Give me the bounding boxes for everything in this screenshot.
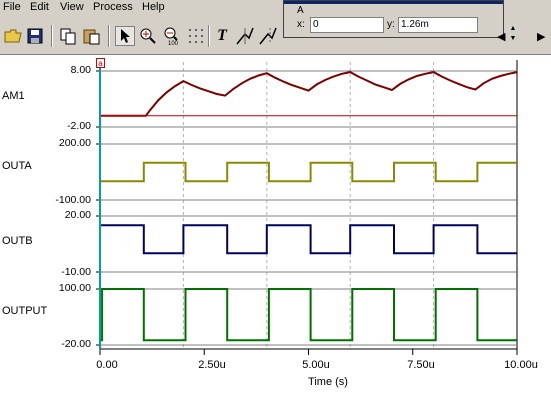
zoom-in-icon[interactable]: [138, 26, 158, 46]
save-icon[interactable]: [25, 26, 45, 46]
cursor-y-field[interactable]: 1.26m: [398, 17, 478, 33]
menu-file[interactable]: File: [3, 1, 21, 13]
series-line-outb: [100, 224, 517, 255]
menu-view[interactable]: View: [60, 1, 84, 13]
signal-label-am1: AM1: [2, 90, 25, 102]
plot-area[interactable]: [0, 55, 551, 404]
ytick-outa-top: 200.00: [58, 137, 91, 149]
paste-icon[interactable]: [82, 26, 102, 46]
select-arrow-icon[interactable]: [115, 26, 135, 46]
marker-a-icon[interactable]: a: [96, 58, 105, 68]
ytick-output-top: 100.00: [58, 282, 91, 294]
ytick-am1-top: 8.00: [70, 64, 91, 76]
arrow-right-icon[interactable]: ▶: [537, 31, 546, 43]
ytick-outb-bottom: -10.00: [61, 266, 91, 278]
signal-label-output: OUTPUT: [2, 305, 48, 317]
xtick-0: 0.00: [96, 359, 118, 371]
series-line-output: [100, 288, 517, 342]
menu-help[interactable]: Help: [142, 1, 165, 13]
copy-icon[interactable]: [58, 26, 78, 46]
spin-control[interactable]: ▲ ▼: [506, 24, 520, 48]
ytick-am1-bottom: -2.00: [67, 120, 91, 132]
xtick-1: 2.50u: [198, 359, 226, 371]
cursor-y-label: y:: [387, 19, 395, 30]
zoom-100-label: 100: [168, 41, 179, 46]
cursor-b-icon[interactable]: [258, 26, 278, 46]
spin-down-icon[interactable]: ▼: [509, 35, 517, 42]
grid-icon[interactable]: [186, 26, 206, 46]
ytick-outb-top: 20.00: [64, 209, 91, 221]
cursor-readout-panel: A x: 0 y: 1.26m: [283, 0, 504, 38]
arrow-left-icon[interactable]: ◀: [497, 31, 506, 43]
series-line-outa: [100, 161, 517, 183]
menu-process[interactable]: Process: [93, 1, 133, 13]
cursor-panel-title: A: [297, 5, 304, 16]
text-tool-icon[interactable]: T: [217, 27, 227, 44]
cursor-x-label: x:: [297, 19, 305, 30]
cursor-a-icon[interactable]: [235, 26, 255, 46]
signal-label-outa: OUTA: [2, 160, 32, 172]
spin-up-icon[interactable]: ▲: [509, 25, 517, 32]
zoom-100-icon[interactable]: 100: [162, 26, 182, 46]
cursor-x-field[interactable]: 0: [310, 17, 384, 33]
signal-label-outb: OUTB: [2, 235, 33, 247]
x-axis-label: Time (s): [308, 376, 348, 388]
xtick-3: 7.50u: [407, 359, 435, 371]
xtick-2: 5.00u: [302, 359, 330, 371]
series-line-am1: [100, 71, 518, 117]
open-folder-icon[interactable]: [3, 26, 23, 46]
ytick-outa-bottom: -100.00: [55, 194, 91, 206]
menu-edit[interactable]: Edit: [30, 1, 49, 13]
xtick-4: 10.00u: [504, 359, 538, 371]
panel-title-strip: [284, 1, 503, 4]
ytick-output-bottom: -20.00: [61, 338, 91, 350]
